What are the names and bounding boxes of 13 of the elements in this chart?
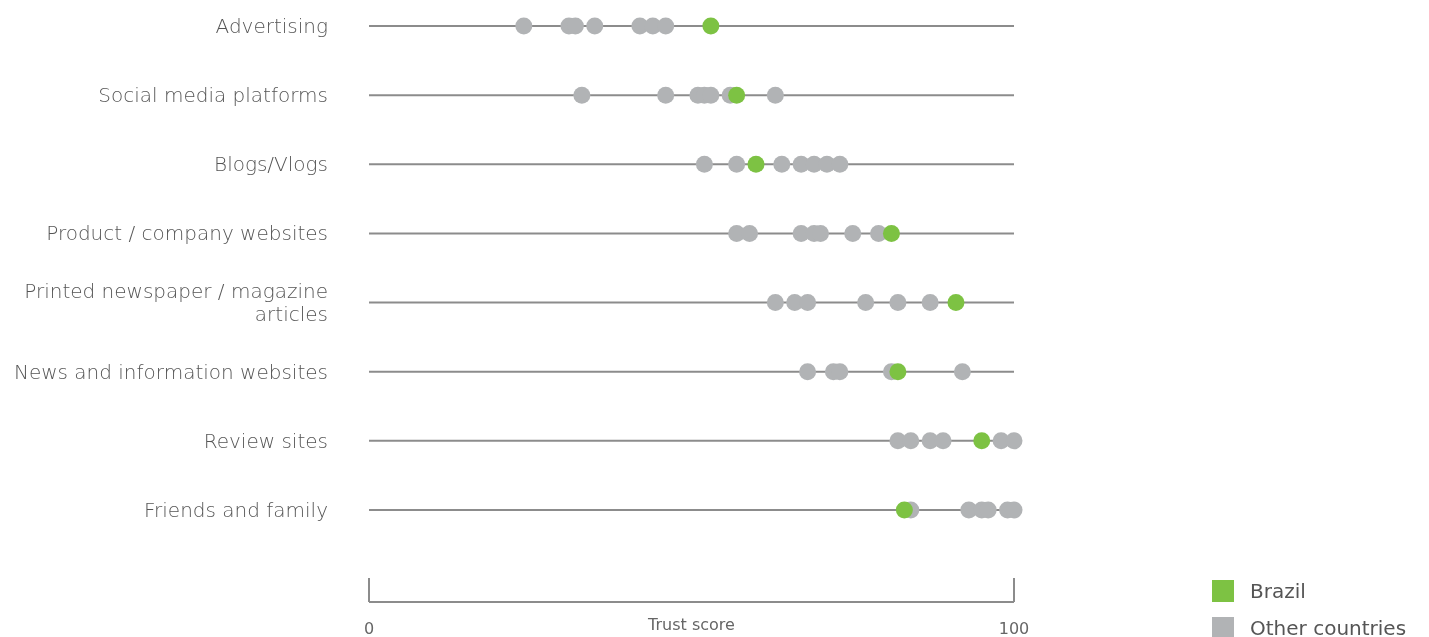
x-axis-title: Trust score [647,615,735,634]
legend-label: Brazil [1250,579,1306,603]
y-tick-label: Blogs/Vlogs [214,152,328,177]
x-tick-label: 100 [998,619,1030,637]
y-tick-label: News and information websites [13,359,328,384]
y-tick-label: Social media platforms [98,83,328,108]
x-tick-label: 0 [363,619,375,637]
y-tick-label: Friends and family [144,498,328,522]
y-tick-label: Product / company websites [46,221,328,246]
y-tick-label: Printed newspaper / magazine articles [24,279,328,327]
y-tick-label: Advertising [215,14,328,38]
legend-label: Other countries [1250,616,1407,637]
y-tick-label: Review sites [203,428,328,453]
